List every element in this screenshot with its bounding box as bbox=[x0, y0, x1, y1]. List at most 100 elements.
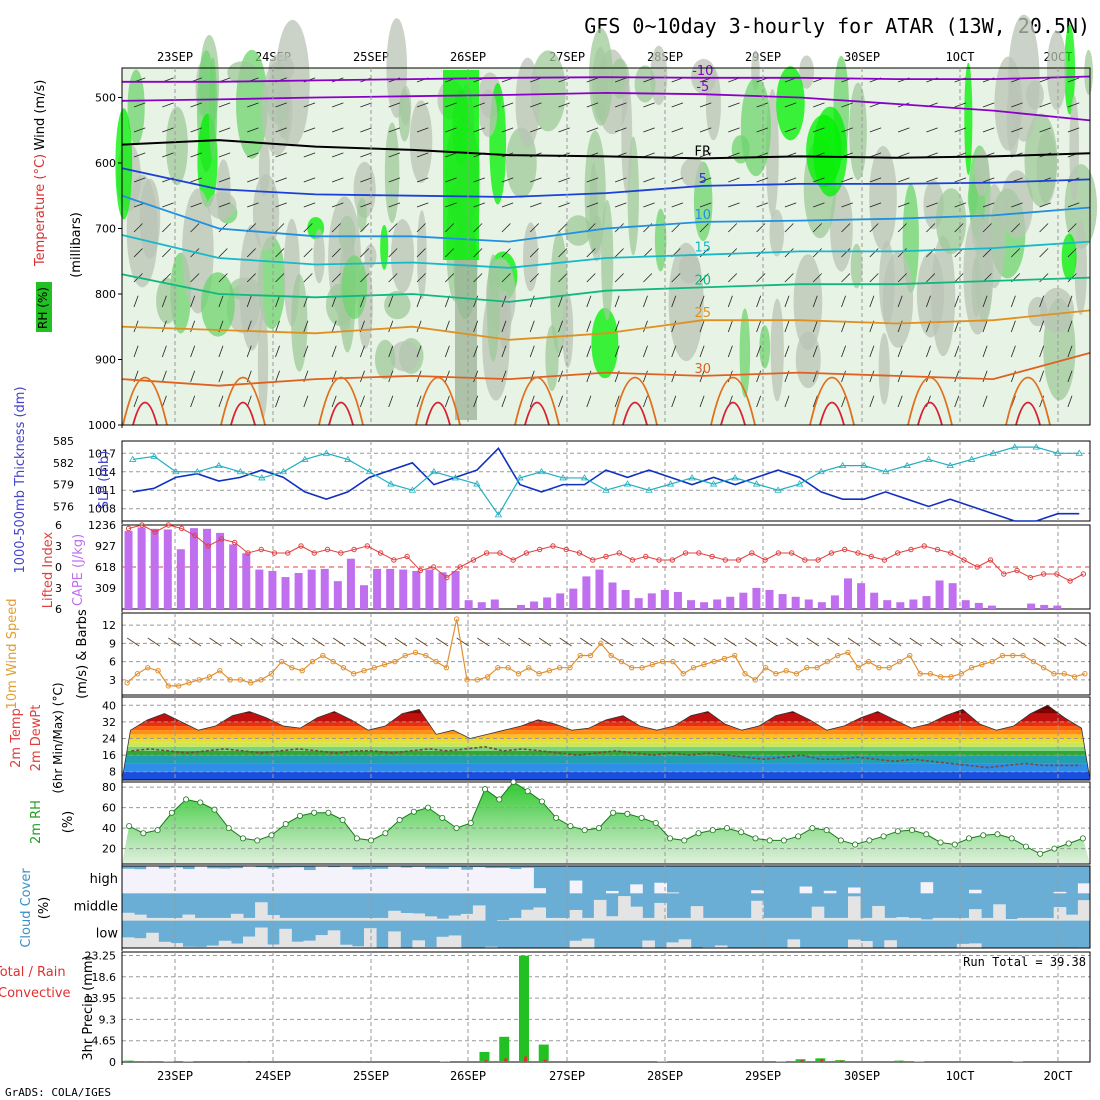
isotherm-loop bbox=[328, 401, 354, 426]
wind-speed-point bbox=[948, 674, 954, 680]
isotherm-loop bbox=[622, 401, 648, 426]
wind-barb bbox=[909, 637, 923, 647]
wind-barb bbox=[1067, 320, 1073, 333]
wind-speed-point bbox=[701, 661, 707, 668]
wind-barb bbox=[416, 223, 426, 233]
cloud-cell bbox=[485, 946, 498, 948]
rh-cell bbox=[291, 274, 308, 372]
cloud-cell bbox=[218, 917, 232, 921]
temp-band bbox=[122, 742, 1090, 747]
wind-barb bbox=[727, 295, 733, 308]
wind-speed-point bbox=[804, 664, 810, 671]
slp-point bbox=[172, 467, 180, 475]
cape-bar bbox=[595, 569, 604, 609]
cape-bar bbox=[150, 528, 159, 609]
wind-barb bbox=[827, 637, 840, 647]
rh-cell bbox=[564, 215, 592, 246]
cape-bar bbox=[883, 600, 892, 609]
wind-barb bbox=[671, 295, 677, 308]
wind-barb bbox=[218, 102, 231, 108]
rh-point bbox=[1065, 840, 1072, 847]
wind-speed-point bbox=[546, 668, 553, 674]
wind-barb bbox=[162, 248, 172, 258]
wind-barb bbox=[600, 637, 614, 647]
cloud-cell bbox=[569, 880, 583, 894]
isotherm-label: 10 bbox=[695, 208, 712, 223]
wind-barb bbox=[784, 202, 797, 208]
cloud-cell bbox=[303, 917, 317, 921]
wind-speed-point bbox=[968, 664, 975, 671]
wind-barb bbox=[784, 223, 794, 233]
cloud-layer-label: high bbox=[90, 872, 118, 887]
cape-bar bbox=[307, 569, 316, 609]
wind-speed-point bbox=[423, 652, 429, 659]
slp-point bbox=[129, 455, 137, 462]
wind-barb bbox=[643, 127, 655, 133]
wind-speed-point bbox=[124, 680, 130, 686]
wind-barb bbox=[529, 273, 539, 283]
wind-barb bbox=[161, 345, 167, 358]
wind-barb bbox=[416, 127, 429, 133]
lifted-index-point bbox=[722, 557, 729, 563]
wind-barb bbox=[756, 273, 766, 283]
wind-barb bbox=[275, 295, 280, 308]
cloud-cell bbox=[969, 943, 982, 948]
cloud-unit-label: (%) bbox=[37, 897, 52, 920]
wind-barb bbox=[133, 345, 139, 358]
lifted-index-point bbox=[444, 574, 450, 581]
wind-speed-point bbox=[526, 664, 532, 671]
wind-barb bbox=[218, 295, 224, 308]
cape-bar bbox=[1053, 605, 1062, 609]
wind-barb bbox=[784, 395, 790, 408]
convective-bar bbox=[899, 1061, 903, 1062]
temp-band bbox=[122, 730, 1090, 735]
wind-barb bbox=[869, 295, 875, 308]
wind-barb bbox=[501, 370, 507, 383]
wind-barb bbox=[926, 345, 931, 358]
rh-cell bbox=[584, 130, 606, 255]
wind-barb bbox=[530, 77, 542, 83]
wind-speed-point bbox=[629, 664, 635, 671]
wind-barb bbox=[473, 295, 479, 308]
wind-speed-point bbox=[1010, 652, 1016, 659]
wind-barb bbox=[497, 637, 511, 647]
wind-barb bbox=[558, 395, 563, 408]
rh-cell bbox=[455, 260, 477, 420]
cloud-cell bbox=[412, 940, 425, 948]
cloud-cell bbox=[509, 868, 522, 894]
cloud-cell bbox=[255, 867, 268, 894]
tick-label: 500 bbox=[95, 91, 116, 104]
run-total-annotation: Run Total = 39.38 bbox=[963, 955, 1086, 969]
wind-barb bbox=[728, 223, 738, 233]
tick-label: 0 bbox=[109, 1056, 116, 1069]
tick-label: 3 bbox=[109, 674, 116, 687]
rh-point bbox=[951, 841, 958, 848]
wind-barb bbox=[982, 320, 988, 333]
wind-barb bbox=[1039, 248, 1049, 258]
isotherm-loop bbox=[710, 376, 756, 426]
lifted-index-point bbox=[483, 550, 490, 556]
cape-bar bbox=[582, 576, 591, 609]
wind-speed-point bbox=[474, 677, 480, 683]
wind-speed-point bbox=[433, 658, 439, 665]
tick-label: 9.3 bbox=[99, 1013, 117, 1026]
rh-cell bbox=[967, 182, 978, 215]
rh-point bbox=[581, 827, 588, 834]
lifted-index-point bbox=[921, 543, 927, 549]
lifted-index-point bbox=[815, 557, 821, 563]
wind-barb bbox=[671, 320, 677, 333]
wind-barb bbox=[671, 77, 684, 83]
cloud-cell bbox=[170, 917, 183, 921]
wind-barb bbox=[331, 345, 337, 358]
slp-point bbox=[666, 480, 675, 487]
wind-speed-point bbox=[268, 671, 275, 677]
wind-barb bbox=[416, 395, 422, 408]
wind-barb bbox=[671, 127, 684, 133]
rh-point bbox=[510, 779, 517, 786]
rh-point bbox=[524, 788, 531, 795]
cape-bar bbox=[490, 599, 499, 609]
rh-cell bbox=[1024, 113, 1058, 207]
temp-band bbox=[122, 771, 1090, 780]
rh-cell bbox=[139, 178, 161, 260]
footer-credit: GrADS: COLA/IGES bbox=[5, 1086, 111, 1099]
